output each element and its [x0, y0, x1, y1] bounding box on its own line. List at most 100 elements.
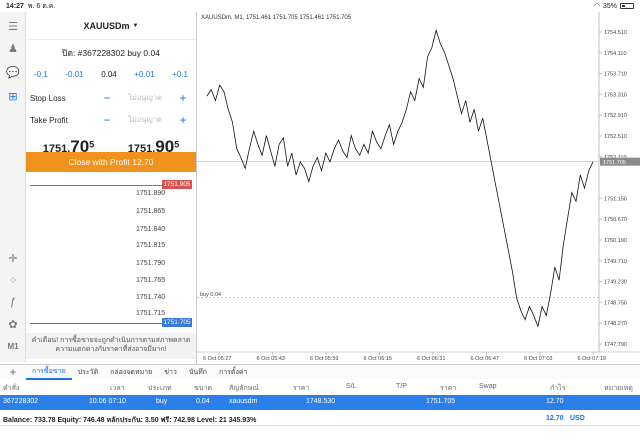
- time-tick-label: 6 Oct 06:47: [471, 356, 499, 362]
- trade-warning: คำเตือน! การซื้อขายจะถูกดำเนินการตามสภาพ…: [26, 333, 196, 359]
- objects-icon[interactable]: ⁘: [8, 274, 18, 287]
- depth-level: 1751.790: [136, 260, 166, 267]
- depth-level: 1751.890: [136, 190, 166, 197]
- header-order[interactable]: คำสั่ง: [3, 385, 20, 392]
- current-price-label: 1751.705: [603, 160, 626, 166]
- time-tick-label: 6 Oct 05:43: [257, 356, 285, 362]
- bid-line: [30, 323, 190, 324]
- ask-price-marker: 1751.905: [162, 180, 192, 189]
- price-tick-label: 1754.510: [604, 30, 627, 36]
- take-profit-minus-button[interactable]: −: [103, 113, 111, 127]
- row-time: 10.06 07:10: [89, 398, 126, 405]
- tab-mailbox[interactable]: กล่องจดหมาย: [110, 368, 153, 376]
- price-series-line: [206, 28, 594, 328]
- indicators-icon[interactable]: ƒ: [9, 296, 17, 308]
- price-tick-label: 1752.910: [604, 113, 627, 119]
- depth-level: 1751.815: [136, 242, 166, 249]
- header-volume[interactable]: ขนาด: [194, 385, 213, 392]
- volume-minus-01-button[interactable]: -0.1: [34, 70, 48, 79]
- header-type[interactable]: ประเภท: [148, 385, 172, 392]
- volume-value[interactable]: 0.04: [101, 70, 117, 79]
- balance-text: Balance: 733.78 Equity: 746.48 หลักประกั…: [3, 417, 257, 424]
- price-tick-label: 1750.190: [604, 238, 627, 244]
- row-profit: 12.70: [546, 398, 564, 405]
- time-tick-label: 6 Oct 06:15: [364, 356, 392, 362]
- symbol-selector[interactable]: XAUUSDm ▼: [26, 12, 196, 40]
- row-order: 367228302: [3, 398, 39, 405]
- price-chart[interactable]: 1754.510 1754.110 1753.710 1753.310 1752.910…: [196, 12, 640, 364]
- row-current-price: 1751.705: [426, 398, 456, 405]
- depth-level: 1751.765: [136, 277, 166, 284]
- depth-level: 1751.865: [136, 208, 166, 215]
- price-tick-label: 1754.110: [604, 51, 627, 57]
- volume-plus-001-button[interactable]: +0.01: [134, 70, 155, 79]
- wifi-icon: ◠: [593, 3, 600, 10]
- header-comment[interactable]: หมายเหตุ: [604, 385, 633, 392]
- tab-news[interactable]: ข่าว: [164, 368, 177, 376]
- stop-loss-minus-button[interactable]: −: [103, 91, 111, 105]
- table-row[interactable]: 367228302 10.06 07:10 buy 0.04 xauusdm 1…: [0, 395, 640, 410]
- time-tick-label: 6 Oct 07:19: [578, 356, 606, 362]
- battery-icon: [620, 3, 634, 9]
- price-tick-label: 1753.710: [604, 72, 627, 78]
- volume-plus-01-button[interactable]: +0.1: [172, 70, 188, 79]
- time-tick-label: 6 Oct 06:31: [417, 356, 445, 362]
- price-depth-scale: 1751.905 1751.890 1751.865 1751.840 1751…: [26, 176, 196, 330]
- header-sl[interactable]: S/L: [346, 383, 357, 390]
- chart-svg: 1754.510 1754.110 1753.710 1753.310 1752.910…: [197, 12, 640, 362]
- close-position-title: ปิด: #367228302 buy 0.04: [62, 48, 160, 58]
- stop-loss-input[interactable]: ไม่อนุญาต: [128, 93, 162, 102]
- depth-level: 1751.740: [136, 294, 166, 301]
- row-symbol: xauusdm: [229, 398, 258, 405]
- table-header: คำสั่ง เวลา ประเภท ขนาด สัญลักษณ์ ราคา S…: [0, 380, 640, 394]
- header-time[interactable]: เวลา: [110, 385, 125, 392]
- price-tick-label: 1753.310: [604, 92, 627, 98]
- symbol-name: XAUUSDm: [83, 20, 130, 31]
- account-summary: Balance: 733.78 Equity: 746.48 หลักประกั…: [0, 411, 640, 426]
- chart-title: XAUUSDm, M1, 1751.461 1751.705 1751.461 …: [201, 15, 352, 21]
- chat-icon[interactable]: 💬: [6, 66, 20, 79]
- price-tick-label: 1751.150: [604, 196, 627, 202]
- price-tick-label: 1748.750: [604, 300, 627, 306]
- tab-journal[interactable]: บันทึก: [188, 368, 207, 376]
- price-tick-label: 1749.710: [604, 259, 627, 265]
- header-profit[interactable]: กำไร: [550, 385, 566, 392]
- status-bar: 14:27 พ. 6 ต.ค. ◠ 35%: [0, 0, 640, 12]
- volume-minus-001-button[interactable]: -0.01: [65, 70, 84, 79]
- row-open-price: 1748.530: [306, 398, 336, 405]
- status-right: ◠ 35%: [594, 2, 634, 10]
- crosshair-icon[interactable]: ✛: [8, 252, 18, 265]
- total-profit: 12.70: [546, 415, 564, 422]
- depth-level: 1751.715: [136, 310, 166, 317]
- accounts-icon[interactable]: ♟: [8, 42, 18, 55]
- time-tick-label: 6 Oct 07:03: [524, 356, 552, 362]
- header-symbol[interactable]: สัญลักษณ์: [229, 385, 259, 392]
- header-current-price[interactable]: ราคา: [440, 385, 457, 392]
- new-order-icon[interactable]: ⊞: [8, 90, 18, 103]
- tab-settings[interactable]: การตั้งค่า: [218, 368, 248, 376]
- row-type: buy: [156, 398, 168, 405]
- close-with-profit-button[interactable]: Close with Profit 12.70: [26, 152, 196, 172]
- order-panel: XAUUSDm ▼ ปิด: #367228302 buy 0.04 -0.1 …: [26, 12, 196, 174]
- order-level-label: buy 0.04: [200, 292, 221, 298]
- depth-level: 1751.840: [136, 226, 166, 233]
- take-profit-input[interactable]: ไม่อนุญาต: [128, 115, 162, 124]
- header-swap[interactable]: Swap: [479, 383, 497, 390]
- header-tp[interactable]: T/P: [396, 383, 407, 390]
- stop-loss-plus-button[interactable]: +: [179, 91, 187, 105]
- stop-loss-label: Stop Loss: [30, 93, 66, 103]
- stop-loss-row: Stop Loss − ไม่อนุญาต +: [26, 87, 196, 109]
- menu-icon[interactable]: ☰: [8, 20, 18, 33]
- bid-price-marker: 1751.705: [162, 318, 192, 327]
- tab-history[interactable]: ประวัติ: [77, 368, 99, 376]
- templates-icon[interactable]: ✿: [8, 318, 18, 331]
- take-profit-plus-button[interactable]: +: [179, 113, 187, 127]
- row-volume: 0.04: [196, 398, 210, 405]
- price-tick-label: 1750.670: [604, 217, 627, 223]
- timeframe-icon[interactable]: M1: [7, 341, 19, 351]
- take-profit-row: Take Profit − ไม่อนุญาต +: [26, 109, 196, 131]
- left-toolbar: ☰ ♟ 💬 ⊞ ✛ ⁘ ƒ ✿ M1: [0, 12, 26, 362]
- add-icon[interactable]: +: [9, 365, 17, 379]
- tab-trade[interactable]: การซื้อขาย: [26, 365, 72, 380]
- header-price[interactable]: ราคา: [293, 385, 310, 392]
